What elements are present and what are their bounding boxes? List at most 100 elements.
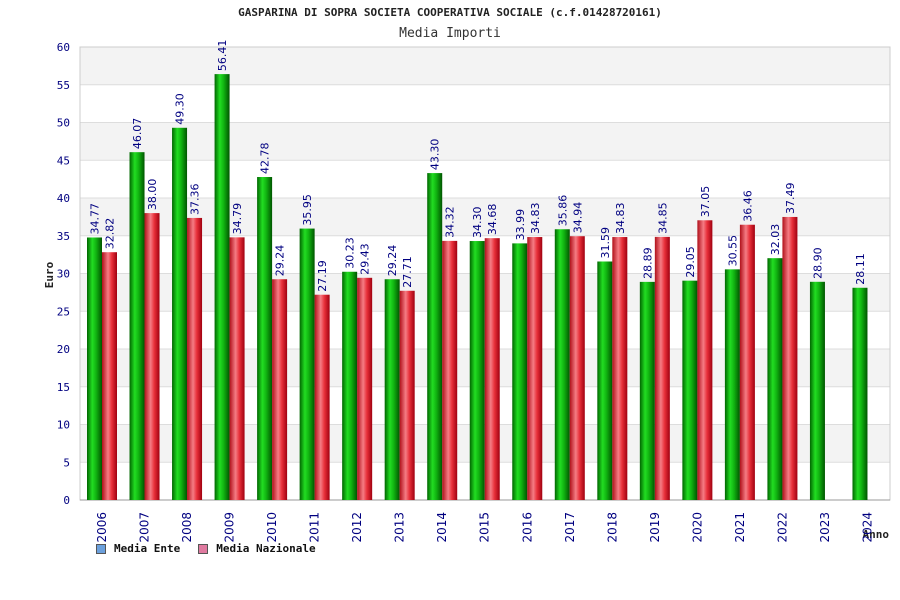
x-tick-label: 2024 bbox=[860, 512, 874, 543]
y-tick-label: 50 bbox=[57, 117, 70, 130]
bar-ente bbox=[724, 269, 740, 500]
x-tick-label: 2006 bbox=[95, 512, 109, 543]
x-tick-label: 2016 bbox=[520, 512, 534, 543]
x-tick-label: 2009 bbox=[223, 512, 237, 543]
data-label-ente: 29.05 bbox=[684, 246, 697, 278]
y-tick-label: 0 bbox=[63, 494, 70, 507]
y-tick-label: 45 bbox=[57, 154, 70, 167]
data-label-nazionale: 32.82 bbox=[104, 218, 117, 250]
bar-nazionale bbox=[144, 213, 160, 500]
data-label-nazionale: 34.68 bbox=[486, 204, 499, 235]
data-label-nazionale: 37.36 bbox=[189, 183, 202, 215]
x-tick-label: 2019 bbox=[648, 512, 662, 543]
x-tick-label: 2021 bbox=[733, 512, 747, 543]
data-label-ente: 30.23 bbox=[344, 237, 357, 269]
data-label-ente: 42.78 bbox=[259, 143, 272, 175]
data-label-nazionale: 34.32 bbox=[444, 206, 457, 238]
legend: Media Ente Media Nazionale bbox=[96, 542, 334, 555]
bar-ente bbox=[299, 228, 315, 500]
data-label-nazionale: 27.71 bbox=[401, 256, 414, 288]
x-tick-label: 2023 bbox=[818, 512, 832, 543]
data-label-ente: 32.03 bbox=[769, 224, 782, 256]
bar-ente bbox=[214, 74, 230, 501]
x-tick-label: 2012 bbox=[350, 512, 364, 543]
bar-nazionale bbox=[357, 277, 373, 500]
bar-ente bbox=[809, 281, 825, 500]
legend-label-ente: Media Ente bbox=[114, 542, 181, 555]
x-tick-label: 2010 bbox=[265, 512, 279, 543]
chart-subtitle: Media Importi bbox=[399, 26, 501, 41]
data-label-nazionale: 34.79 bbox=[231, 203, 244, 235]
legend-swatch-ente bbox=[96, 543, 106, 554]
bar-ente bbox=[682, 280, 698, 500]
x-tick-label: 2015 bbox=[478, 512, 492, 543]
chart-title: GASPARINA DI SOPRA SOCIETA COOPERATIVA S… bbox=[238, 6, 662, 19]
data-label-ente: 35.86 bbox=[556, 195, 569, 227]
data-label-ente: 28.90 bbox=[811, 247, 824, 279]
x-axis-label: Anno bbox=[863, 528, 890, 541]
bar-ente bbox=[597, 261, 613, 500]
bar-ente bbox=[427, 173, 443, 500]
legend-item-ente: Media Ente bbox=[96, 542, 180, 555]
bar-nazionale bbox=[314, 294, 330, 500]
bar-ente bbox=[512, 243, 528, 501]
y-tick-label: 35 bbox=[57, 230, 70, 243]
data-label-nazionale: 34.83 bbox=[529, 203, 542, 235]
y-tick-label: 55 bbox=[57, 79, 70, 92]
plot-band bbox=[80, 84, 890, 123]
x-tick-label: 2013 bbox=[393, 512, 407, 543]
data-label-nazionale: 34.85 bbox=[656, 202, 669, 234]
data-label-nazionale: 37.49 bbox=[784, 182, 797, 214]
data-label-nazionale: 34.94 bbox=[571, 202, 584, 234]
data-label-nazionale: 38.00 bbox=[146, 179, 159, 211]
bar-nazionale bbox=[739, 224, 755, 501]
data-label-nazionale: 29.43 bbox=[359, 243, 372, 275]
data-label-ente: 29.24 bbox=[386, 245, 399, 277]
x-tick-label: 2011 bbox=[308, 512, 322, 543]
bar-nazionale bbox=[229, 237, 245, 500]
plot-band bbox=[80, 47, 890, 85]
y-tick-label: 10 bbox=[57, 419, 70, 432]
x-tick-label: 2007 bbox=[138, 512, 152, 543]
bar-nazionale bbox=[697, 220, 713, 500]
y-tick-label: 20 bbox=[57, 343, 70, 356]
bar-nazionale bbox=[272, 279, 288, 500]
plot-band bbox=[80, 122, 890, 161]
y-tick-label: 15 bbox=[57, 381, 70, 394]
x-tick-label: 2017 bbox=[563, 512, 577, 543]
bar-nazionale bbox=[569, 236, 585, 500]
y-tick-label: 5 bbox=[63, 456, 70, 469]
bar-ente bbox=[767, 258, 783, 500]
data-label-ente: 43.30 bbox=[429, 139, 442, 171]
bar-ente bbox=[129, 152, 145, 500]
data-label-nazionale: 37.05 bbox=[699, 186, 712, 218]
bar-ente bbox=[342, 271, 358, 500]
legend-label-nazionale: Media Nazionale bbox=[216, 542, 316, 555]
y-tick-label: 30 bbox=[57, 268, 70, 281]
data-label-nazionale: 36.46 bbox=[741, 190, 754, 222]
y-axis-label: Euro bbox=[43, 261, 56, 288]
bar-ente bbox=[852, 287, 868, 500]
bar-ente bbox=[469, 241, 485, 500]
bar-nazionale bbox=[442, 240, 458, 500]
bar-nazionale bbox=[102, 252, 117, 500]
bar-ente bbox=[639, 281, 655, 500]
legend-swatch-nazionale bbox=[198, 543, 209, 554]
data-label-nazionale: 34.83 bbox=[614, 203, 627, 235]
data-label-ente: 34.30 bbox=[471, 207, 484, 238]
data-label-ente: 46.07 bbox=[131, 118, 144, 150]
data-label-nazionale: 29.24 bbox=[274, 245, 287, 277]
x-tick-label: 2020 bbox=[690, 512, 704, 543]
data-label-ente: 28.11 bbox=[854, 253, 867, 285]
bar-ente bbox=[257, 177, 273, 501]
data-label-ente: 49.30 bbox=[174, 93, 187, 125]
bar-ente bbox=[554, 229, 570, 500]
bar-ente bbox=[172, 127, 188, 500]
bar-nazionale bbox=[399, 290, 415, 500]
x-tick-label: 2008 bbox=[180, 512, 194, 543]
legend-item-nazionale: Media Nazionale bbox=[198, 542, 316, 555]
data-label-nazionale: 27.19 bbox=[316, 260, 329, 292]
bar-ente bbox=[87, 237, 102, 500]
data-label-ente: 35.95 bbox=[301, 194, 314, 226]
